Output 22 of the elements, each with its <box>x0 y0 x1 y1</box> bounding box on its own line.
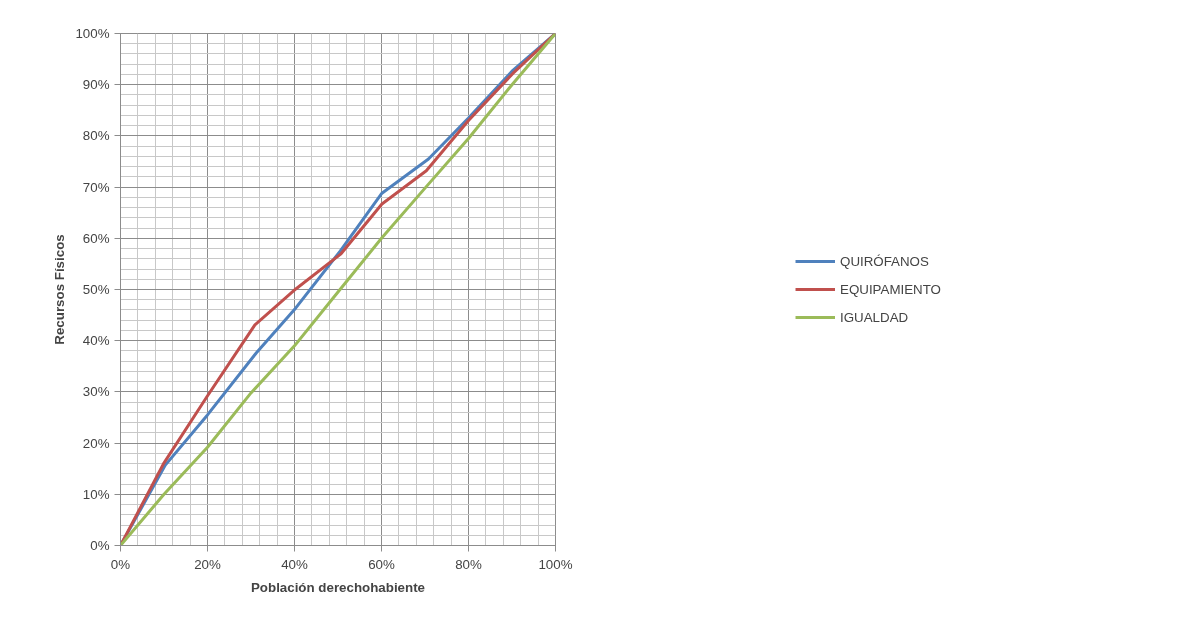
x-tick-label: 80% <box>455 556 482 572</box>
x-tick-label: 20% <box>194 556 221 572</box>
y-tick-label: 80% <box>82 128 110 144</box>
x-tick-label: 60% <box>368 556 395 572</box>
x-tick-label: 40% <box>281 556 308 572</box>
legend-label: QUIRÓFANOS <box>840 253 929 269</box>
y-tick-label: 90% <box>82 77 110 93</box>
y-tick-label: 20% <box>82 435 110 451</box>
x-tick-label: 100% <box>538 556 573 572</box>
y-tick-label: 70% <box>82 179 110 195</box>
y-axis-title: Recursos Físicos <box>52 234 68 345</box>
y-tick-label: 100% <box>75 26 110 41</box>
y-tick-label: 30% <box>82 384 110 400</box>
x-tick-label: 0% <box>110 556 131 572</box>
legend-label: EQUIPAMIENTO <box>840 281 941 297</box>
legend-label: IGUALDAD <box>840 309 909 325</box>
y-tick-label: 60% <box>82 230 110 246</box>
y-tick-label: 10% <box>82 486 110 502</box>
y-tick-label: 40% <box>82 333 110 349</box>
y-tick-label: 0% <box>90 538 110 553</box>
y-tick-label: 50% <box>82 282 110 297</box>
x-axis-title: Población derechohabiente <box>250 579 426 595</box>
